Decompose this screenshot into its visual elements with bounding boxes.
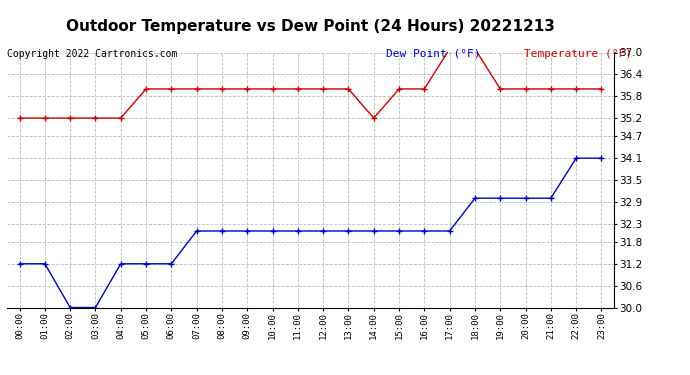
Text: Outdoor Temperature vs Dew Point (24 Hours) 20221213: Outdoor Temperature vs Dew Point (24 Hou…: [66, 19, 555, 34]
Text: Temperature (°F): Temperature (°F): [524, 49, 633, 59]
Text: Copyright 2022 Cartronics.com: Copyright 2022 Cartronics.com: [7, 49, 177, 59]
Text: Dew Point (°F): Dew Point (°F): [386, 49, 481, 59]
